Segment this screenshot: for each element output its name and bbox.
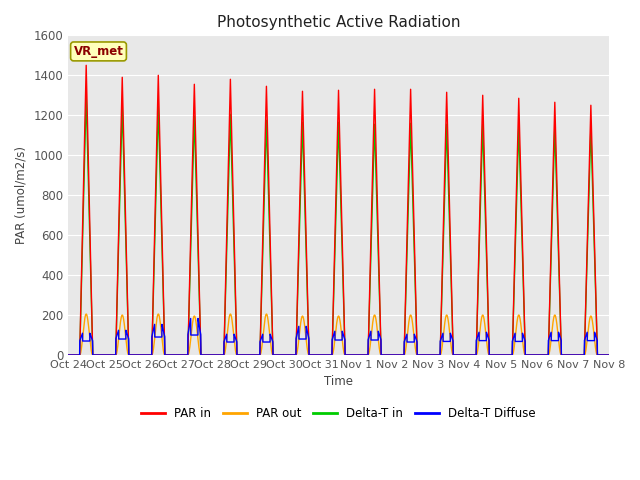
Title: Photosynthetic Active Radiation: Photosynthetic Active Radiation <box>217 15 460 30</box>
Text: VR_met: VR_met <box>74 45 124 58</box>
X-axis label: Time: Time <box>324 375 353 388</box>
Legend: PAR in, PAR out, Delta-T in, Delta-T Diffuse: PAR in, PAR out, Delta-T in, Delta-T Dif… <box>136 402 541 425</box>
Y-axis label: PAR (umol/m2/s): PAR (umol/m2/s) <box>15 146 28 244</box>
